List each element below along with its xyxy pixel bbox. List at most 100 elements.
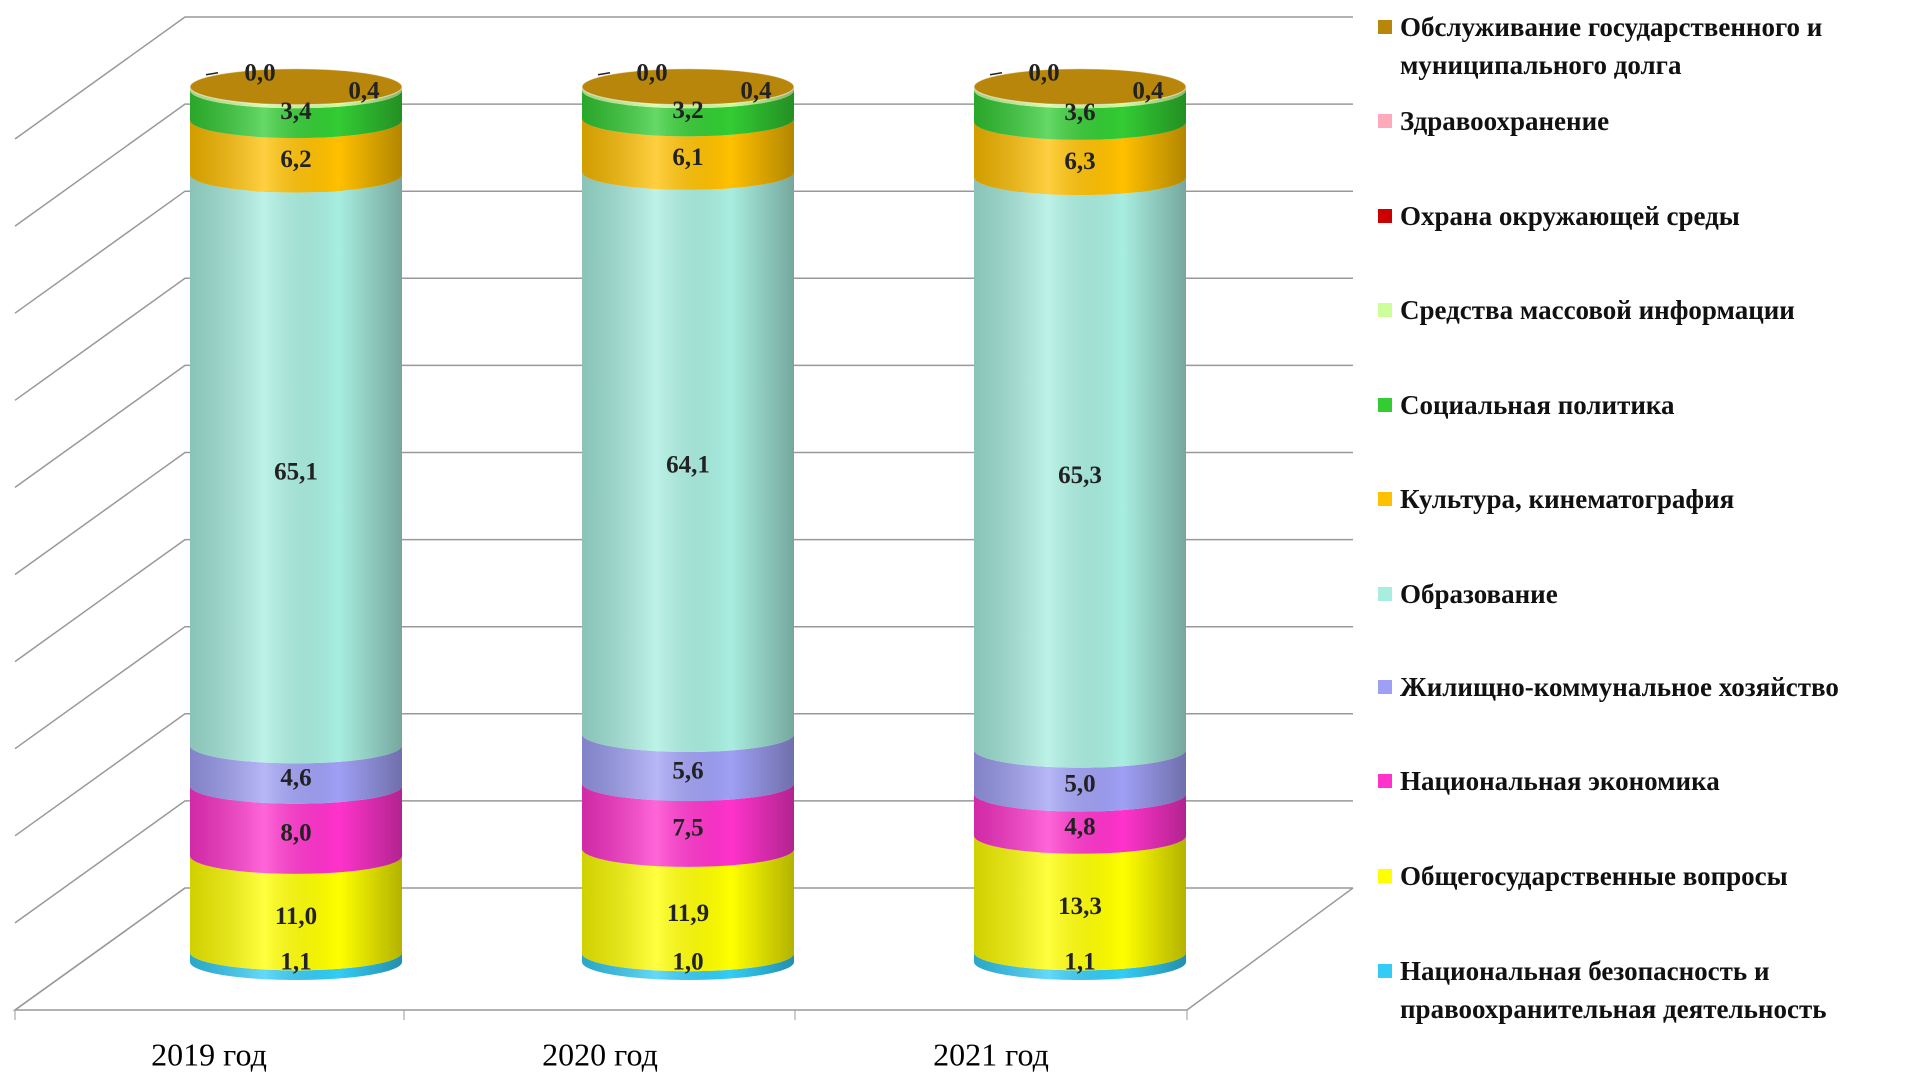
legend-item: Общегосударственные вопросы (1378, 857, 1903, 895)
floor-edge (12, 887, 1354, 1011)
value-label: 4,6 (280, 764, 311, 791)
segment-shade (190, 785, 402, 874)
segment-shade (974, 749, 1186, 812)
value-label: 13,3 (1058, 893, 1102, 920)
segment-shade (190, 745, 402, 804)
legend-swatch (1378, 398, 1392, 412)
segment-shade (190, 174, 402, 764)
value-label: 0,4 (740, 77, 772, 104)
grid-line (14, 190, 1353, 314)
legend-label: Национальная экономика (1400, 766, 1720, 796)
value-label: 65,3 (1058, 462, 1102, 489)
legend-label: Культура, кинематография (1400, 484, 1735, 514)
legend-item: Культура, кинематография (1378, 480, 1903, 518)
legend-swatch (1378, 20, 1392, 34)
legend-item: Средства массовой информации (1378, 291, 1903, 329)
value-label: 0,4 (348, 77, 380, 104)
floor (12, 887, 1354, 1020)
legend-item: Здравоохранение (1378, 102, 1903, 140)
grid-line (14, 16, 1353, 140)
value-label: 6,3 (1064, 148, 1095, 175)
grid-line (14, 625, 1353, 750)
x-tick-label: 2019 год (151, 1036, 267, 1072)
segment-shade (190, 855, 402, 971)
grid (14, 16, 1353, 1011)
legend-label: Средства массовой информации (1400, 295, 1795, 325)
bars: 1,1 11,0 8,0 4,6 65,1 6,2 3,4 0,4 0,0 1,0 11,9 7,5 5… (189, 59, 1187, 980)
value-label: 1,0 (672, 949, 703, 976)
grid-line (14, 451, 1353, 576)
leader-line (989, 72, 1003, 76)
legend-item: Обслуживание государственного и муниципа… (1378, 8, 1903, 84)
legend-item: Образование (1378, 575, 1903, 613)
x-tick-label: 2020 год (542, 1036, 658, 1072)
legend-swatch (1378, 680, 1392, 694)
value-label: 5,6 (672, 757, 703, 784)
segment-shade (190, 952, 402, 980)
segment-shade (582, 118, 794, 190)
leader-line (205, 72, 219, 76)
legend-label: Охрана окружающей среды (1400, 201, 1740, 231)
legend-swatch (1378, 303, 1392, 317)
value-label: 11,0 (275, 903, 317, 930)
legend-label: Национальная безопасность и правоохранит… (1400, 956, 1827, 1024)
cylinder-top (189, 68, 403, 106)
legend-swatch (1378, 587, 1392, 601)
segment-shade (582, 783, 794, 867)
x-tick-label: 2021 год (933, 1036, 1049, 1072)
grid-line (14, 103, 1353, 227)
segment-shade (582, 171, 794, 752)
segment-shade (582, 848, 794, 972)
value-label: 6,2 (280, 146, 311, 173)
value-label: 0,0 (1028, 59, 1059, 86)
value-label: 0,4 (1132, 77, 1164, 104)
legend-item: Охрана окружающей среды (1378, 197, 1903, 235)
value-label: 3,4 (280, 98, 312, 125)
legend-swatch (1378, 964, 1392, 978)
grid-line (14, 713, 1353, 837)
legend-item: Жилищно-коммунальное хозяйство (1378, 668, 1903, 706)
cylinder-top (973, 68, 1187, 106)
legend-label: Социальная политика (1400, 390, 1675, 420)
legend-label: Общегосударственные вопросы (1400, 861, 1788, 891)
grid-line (14, 800, 1353, 924)
segment-shade (582, 90, 794, 137)
value-label: 5,0 (1064, 770, 1095, 797)
value-label: 8,0 (280, 820, 311, 847)
grid-line (14, 277, 1353, 401)
grid-line (14, 364, 1353, 489)
legend-swatch (1378, 209, 1392, 223)
value-label: 64,1 (666, 452, 710, 479)
legend-item: Национальная безопасность и правоохранит… (1378, 952, 1903, 1028)
value-label: 1,1 (280, 949, 311, 976)
value-label: 65,1 (274, 459, 318, 486)
legend-item: Социальная политика (1378, 386, 1903, 424)
segment-shade (190, 120, 402, 193)
legend-label: Жилищно-коммунальное хозяйство (1400, 672, 1839, 702)
value-label: 6,1 (672, 144, 703, 171)
value-label: 3,2 (672, 97, 703, 124)
legend-label: Образование (1400, 579, 1558, 609)
segment-shade (190, 90, 402, 139)
legend-swatch (1378, 114, 1392, 128)
segment-shade (582, 733, 794, 802)
segment-shade (974, 952, 1186, 980)
value-label: 3,6 (1064, 99, 1095, 126)
grid-line (14, 538, 1353, 663)
segment-shade (974, 177, 1186, 768)
legend-swatch (1378, 492, 1392, 506)
value-label: 11,9 (667, 900, 709, 927)
value-label: 4,8 (1064, 813, 1095, 840)
segment-shade (582, 953, 794, 980)
value-label: 7,5 (672, 815, 703, 842)
leader-line (597, 72, 611, 76)
segment-shade (974, 793, 1186, 854)
value-label: 0,0 (636, 59, 667, 86)
value-label: 0,0 (244, 59, 275, 86)
legend-swatch (1378, 869, 1392, 883)
legend-item: Национальная экономика (1378, 762, 1903, 800)
cylinder-top (581, 68, 795, 106)
value-label: 1,1 (1064, 949, 1095, 976)
